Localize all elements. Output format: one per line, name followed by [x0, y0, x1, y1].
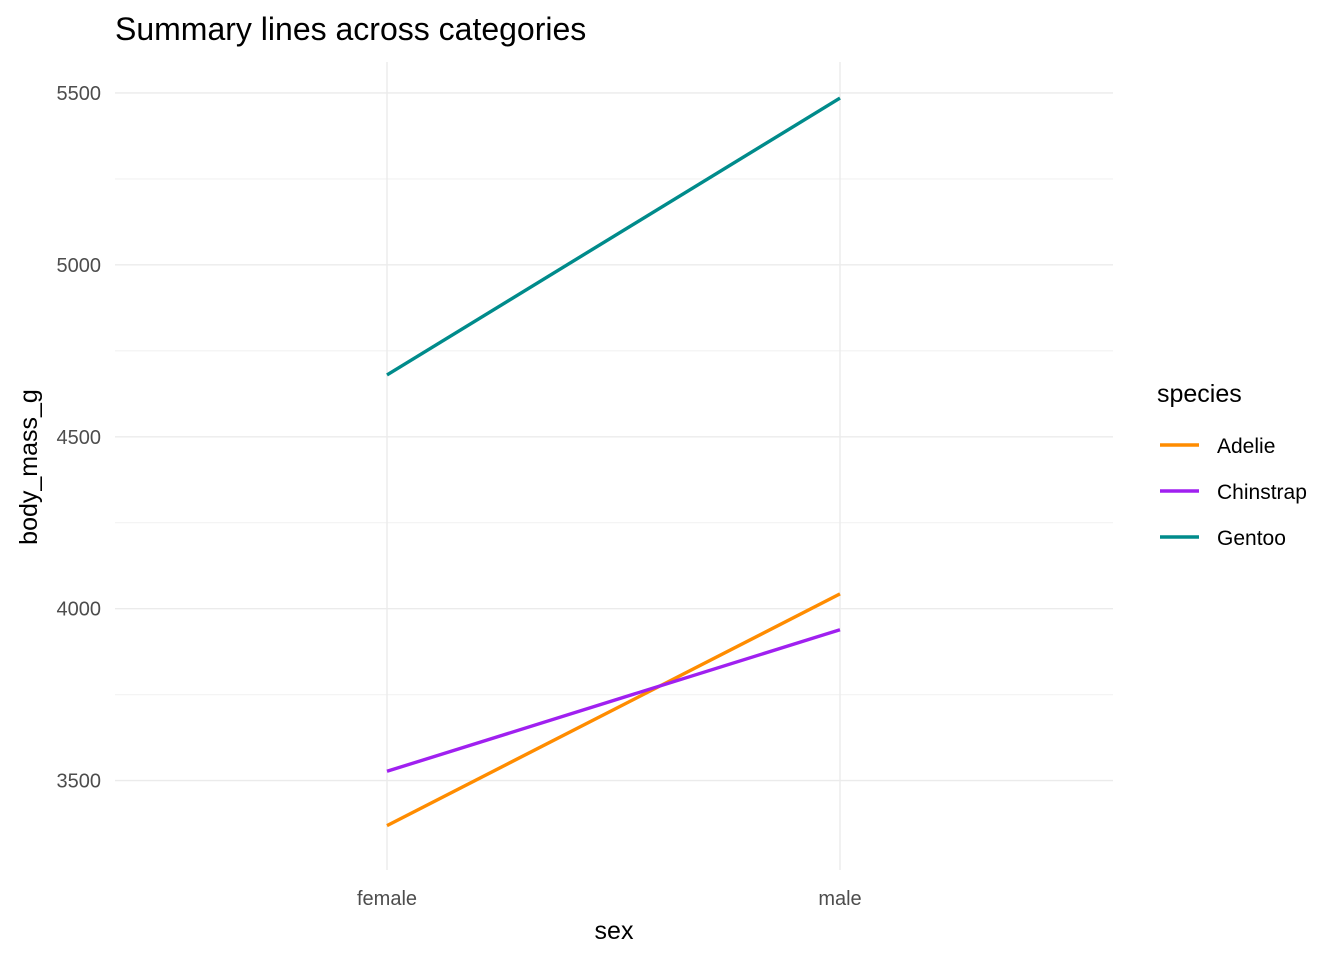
y-axis-title: body_mass_g: [15, 389, 43, 545]
y-tick-label: 4500: [57, 427, 102, 449]
y-tick-label: 5500: [57, 83, 102, 105]
legend-title: species: [1157, 380, 1242, 408]
legend: species Adelie Chinstrap Gentoo: [1157, 380, 1307, 550]
series-line-adelie: [386, 592, 841, 828]
legend-label-chinstrap: Chinstrap: [1217, 481, 1307, 504]
legend-label-gentoo: Gentoo: [1217, 527, 1286, 550]
series-line-chinstrap: [386, 628, 841, 773]
y-tick-label: 5000: [57, 255, 102, 277]
y-tick-label: 4000: [57, 599, 102, 621]
x-tick-label: male: [818, 888, 861, 910]
y-tick-labels: 3500 4000 4500 5000 5500: [57, 83, 102, 793]
x-tick-label: female: [357, 888, 417, 910]
legend-label-adelie: Adelie: [1217, 435, 1275, 458]
legend-keys: Adelie Chinstrap Gentoo: [1160, 435, 1307, 550]
y-tick-label: 3500: [57, 771, 102, 793]
x-axis-title: sex: [595, 917, 634, 945]
x-tick-labels: female male: [357, 888, 862, 910]
series-line-gentoo: [386, 96, 841, 377]
plot-title: Summary lines across categories: [115, 11, 586, 47]
grid: [115, 62, 1113, 870]
series-lines: [386, 96, 841, 828]
